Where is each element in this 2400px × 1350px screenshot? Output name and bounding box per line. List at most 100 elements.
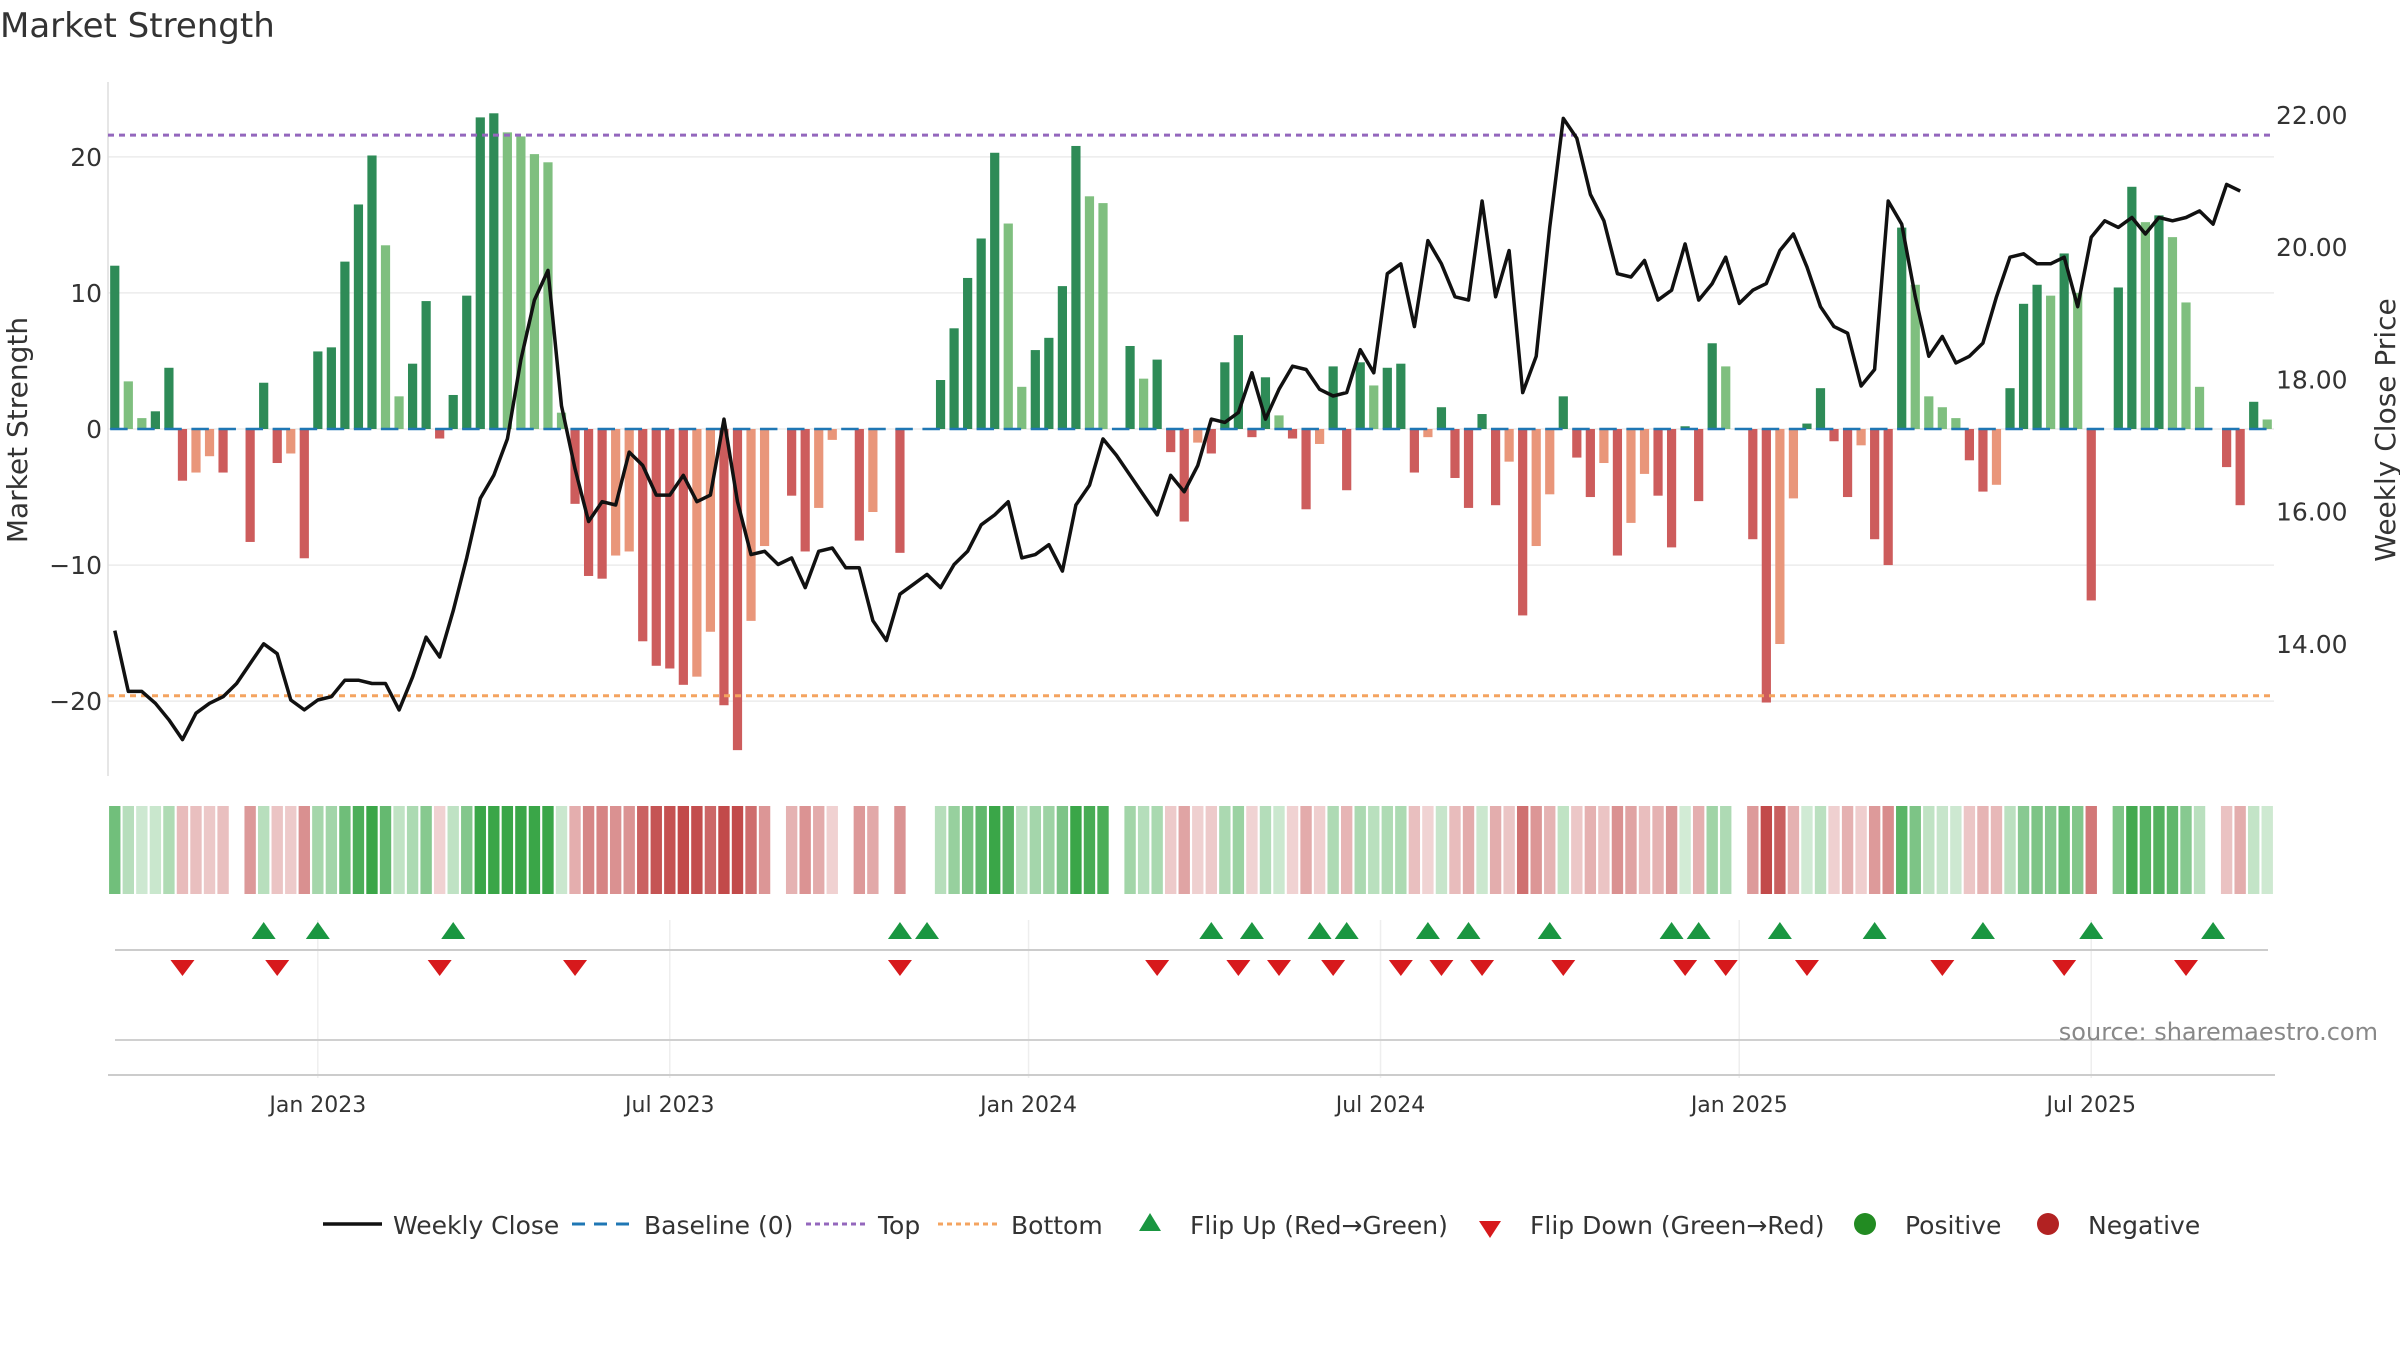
- heat-cell: [1137, 806, 1150, 894]
- x-axis-ticks: Jan 2023 Jul 2023 Jan 2024 Jul 2024 Jan 2025…: [267, 1093, 2136, 1118]
- heat-cell: [420, 806, 432, 894]
- y2-axis-label: Weekly Close Price: [2369, 298, 2400, 561]
- y-tick-label: −20: [49, 687, 102, 716]
- strength-bar: [1599, 429, 1609, 464]
- legend-label: Weekly Close: [393, 1211, 559, 1240]
- heat-cell: [2193, 806, 2206, 894]
- heat-cell: [1909, 806, 1921, 894]
- heat-cell: [1747, 806, 1759, 894]
- heat-cell: [1760, 806, 1773, 894]
- flip-down-marker: [1794, 960, 1819, 976]
- strength-bar: [1572, 429, 1582, 458]
- heat-cell: [366, 806, 378, 894]
- strength-bar: [1504, 429, 1514, 462]
- heat-cell: [1963, 806, 1976, 894]
- heat-cell: [1598, 806, 1610, 894]
- heat-cell: [2112, 806, 2125, 894]
- heat-cell: [1692, 806, 1705, 894]
- strength-bar: [556, 412, 567, 429]
- heat-cell: [1936, 806, 1949, 894]
- heat-cell: [2180, 806, 2192, 894]
- strength-bar: [421, 301, 431, 429]
- heat-cell: [2126, 806, 2138, 894]
- strength-bar: [1694, 429, 1704, 502]
- flip-down-marker: [887, 960, 912, 976]
- heat-cell: [1097, 806, 1109, 894]
- heat-cell: [501, 806, 514, 894]
- heat-cell: [2220, 806, 2233, 894]
- flip-down-marker: [1429, 960, 1454, 976]
- y-tick-label: 10: [70, 279, 102, 308]
- strength-bar: [1274, 415, 1284, 429]
- flip-down-marker: [1226, 960, 1251, 976]
- strength-bar: [868, 429, 878, 513]
- y-axis-label: Market Strength: [1, 317, 34, 543]
- heat-cell: [785, 806, 798, 894]
- strength-bar: [1477, 414, 1487, 429]
- flip-down-marker: [265, 960, 290, 976]
- legend-label: Top: [877, 1211, 920, 1240]
- strength-bar: [367, 155, 377, 429]
- strength-bar: [827, 429, 837, 440]
- heat-cell: [2058, 806, 2070, 894]
- strength-bar: [1166, 429, 1176, 453]
- heat-cell: [1435, 806, 1448, 894]
- heat-cell: [1151, 806, 1163, 894]
- heat-cell: [1625, 806, 1637, 894]
- strength-bar: [1409, 429, 1419, 473]
- legend-negative: Negative: [2037, 1211, 2200, 1240]
- heat-cell: [163, 806, 175, 894]
- heat-cell: [867, 806, 879, 894]
- strength-bar: [1369, 385, 1379, 429]
- strength-bar: [489, 113, 499, 430]
- strength-bar: [204, 429, 215, 457]
- strength-bar: [177, 429, 188, 481]
- flip-down-marker: [563, 960, 588, 976]
- strength-bar: [1721, 366, 1731, 429]
- strength-bar: [1924, 396, 1934, 429]
- heat-cell: [1070, 806, 1082, 894]
- strength-bar: [1964, 429, 1975, 461]
- strength-bar: [326, 347, 336, 429]
- heat-cell: [1300, 806, 1312, 894]
- heat-cell: [1476, 806, 1488, 894]
- strength-bar: [759, 429, 770, 547]
- strength-bar: [1856, 429, 1866, 446]
- strength-bar: [1423, 429, 1433, 438]
- strength-bar: [1775, 429, 1785, 645]
- y2-axis-ticks: 22.00 20.00 18.00 16.00 14.00: [2276, 101, 2348, 659]
- heat-cell: [731, 806, 744, 894]
- strength-bar: [1897, 227, 1907, 429]
- heat-cell: [1340, 806, 1353, 894]
- heat-cell: [1530, 806, 1542, 894]
- flip-up-marker: [1862, 922, 1887, 939]
- strength-bar: [462, 295, 472, 429]
- x-tick-label: Jul 2025: [2044, 1093, 2136, 1118]
- heat-cell: [934, 806, 947, 894]
- legend-baseline: Baseline (0): [572, 1211, 793, 1240]
- heat-cell: [853, 806, 866, 894]
- heat-cell: [1327, 806, 1339, 894]
- flip-up-marker: [1767, 922, 1792, 939]
- heat-cell: [1503, 806, 1515, 894]
- strength-bar: [1748, 429, 1758, 540]
- flip-up-marker: [1456, 922, 1481, 939]
- strength-bar: [475, 117, 485, 429]
- heat-cell: [948, 806, 960, 894]
- heat-cell: [1273, 806, 1285, 894]
- strength-bar: [2167, 237, 2178, 429]
- strength-bar: [448, 394, 458, 429]
- flip-up-marker: [2079, 922, 2104, 939]
- strength-bar: [502, 132, 512, 430]
- strength-bar: [353, 204, 364, 429]
- flip-up-marker: [1334, 922, 1359, 939]
- strength-bar: [2059, 253, 2069, 429]
- heat-cell: [1462, 806, 1475, 894]
- strength-bar: [2127, 186, 2137, 429]
- strength-bar: [895, 429, 905, 553]
- heat-cell: [1774, 806, 1786, 894]
- heat-cell: [1814, 806, 1827, 894]
- strength-bar: [1653, 429, 1663, 496]
- strength-bar: [1287, 429, 1298, 439]
- heat-cell: [650, 806, 662, 894]
